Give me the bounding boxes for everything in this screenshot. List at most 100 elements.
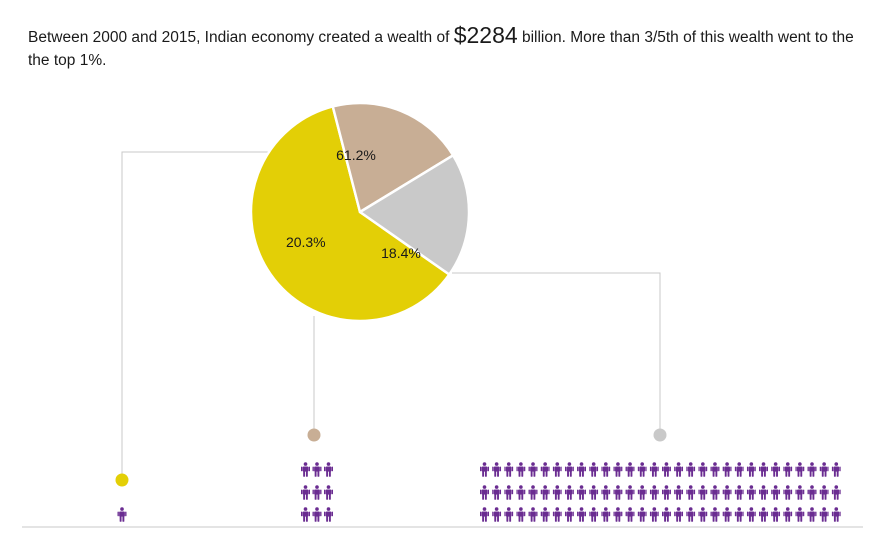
person-icon bbox=[504, 485, 514, 500]
person-icon bbox=[312, 485, 322, 500]
slice-label-2: 18.4% bbox=[381, 245, 421, 261]
group-marker-0 bbox=[115, 473, 129, 487]
person-icon bbox=[831, 462, 841, 477]
person-icon bbox=[686, 485, 696, 500]
person-icon bbox=[564, 507, 574, 522]
connector-line-2 bbox=[452, 272, 661, 429]
person-icon bbox=[504, 462, 514, 477]
person-icon bbox=[301, 507, 310, 522]
person-icon bbox=[831, 485, 841, 500]
person-icon bbox=[661, 485, 671, 500]
person-icon bbox=[771, 485, 781, 500]
person-icon bbox=[552, 462, 562, 477]
people-group-2 bbox=[480, 462, 841, 522]
people-group-0 bbox=[117, 507, 127, 522]
person-icon bbox=[734, 462, 744, 477]
person-icon bbox=[312, 507, 322, 522]
people-icons bbox=[117, 462, 841, 522]
person-icon bbox=[504, 507, 514, 522]
person-icon bbox=[324, 485, 333, 500]
person-icon bbox=[625, 485, 635, 500]
person-icon bbox=[698, 462, 708, 477]
person-icon bbox=[117, 507, 127, 522]
person-icon bbox=[819, 462, 829, 477]
person-icon bbox=[301, 485, 310, 500]
person-icon bbox=[807, 507, 817, 522]
person-icon bbox=[758, 462, 768, 477]
person-icon bbox=[661, 507, 671, 522]
person-icon bbox=[589, 462, 599, 477]
person-icon bbox=[674, 485, 684, 500]
person-icon bbox=[613, 485, 623, 500]
person-icon bbox=[686, 507, 696, 522]
group-marker-2 bbox=[653, 428, 667, 442]
person-icon bbox=[674, 462, 684, 477]
slice-label-0: 61.2% bbox=[336, 147, 376, 163]
person-icon bbox=[686, 462, 696, 477]
person-icon bbox=[807, 462, 817, 477]
person-icon bbox=[625, 507, 635, 522]
person-icon bbox=[746, 462, 756, 477]
person-icon bbox=[324, 507, 333, 522]
person-icon bbox=[795, 485, 805, 500]
slice-labels: 61.2% 20.3% 18.4% bbox=[286, 147, 421, 261]
person-icon bbox=[649, 462, 659, 477]
people-group-1 bbox=[301, 462, 333, 522]
person-icon bbox=[480, 507, 489, 522]
person-icon bbox=[722, 507, 732, 522]
person-icon bbox=[783, 462, 793, 477]
person-icon bbox=[698, 485, 708, 500]
person-icon bbox=[758, 485, 768, 500]
person-icon bbox=[480, 462, 489, 477]
person-icon bbox=[577, 462, 587, 477]
person-icon bbox=[552, 485, 562, 500]
person-icon bbox=[480, 485, 489, 500]
person-icon bbox=[649, 485, 659, 500]
person-icon bbox=[819, 507, 829, 522]
person-icon bbox=[492, 507, 502, 522]
slice-label-1: 20.3% bbox=[286, 234, 326, 250]
person-icon bbox=[722, 462, 732, 477]
person-icon bbox=[795, 507, 805, 522]
person-icon bbox=[564, 462, 574, 477]
person-icon bbox=[698, 507, 708, 522]
person-icon bbox=[783, 507, 793, 522]
connector-lines bbox=[121, 151, 661, 474]
person-icon bbox=[625, 462, 635, 477]
person-icon bbox=[589, 507, 599, 522]
person-icon bbox=[637, 462, 647, 477]
person-icon bbox=[710, 485, 720, 500]
person-icon bbox=[312, 462, 322, 477]
person-icon bbox=[601, 507, 611, 522]
person-icon bbox=[577, 507, 587, 522]
person-icon bbox=[492, 485, 502, 500]
person-icon bbox=[528, 485, 538, 500]
person-icon bbox=[601, 462, 611, 477]
person-icon bbox=[771, 462, 781, 477]
person-icon bbox=[613, 507, 623, 522]
person-icon bbox=[301, 462, 310, 477]
person-icon bbox=[758, 507, 768, 522]
person-icon bbox=[637, 485, 647, 500]
person-icon bbox=[795, 462, 805, 477]
headline: Between 2000 and 2015, Indian economy cr… bbox=[28, 24, 868, 72]
person-icon bbox=[831, 507, 841, 522]
person-icon bbox=[540, 485, 550, 500]
person-icon bbox=[528, 462, 538, 477]
person-icon bbox=[577, 485, 587, 500]
person-icon bbox=[601, 485, 611, 500]
person-icon bbox=[637, 507, 647, 522]
pie-slice-1 bbox=[331, 101, 455, 214]
person-icon bbox=[516, 507, 526, 522]
person-icon bbox=[552, 507, 562, 522]
group-markers bbox=[115, 428, 667, 487]
person-icon bbox=[746, 507, 756, 522]
person-icon bbox=[734, 485, 744, 500]
person-icon bbox=[819, 485, 829, 500]
person-icon bbox=[516, 485, 526, 500]
person-icon bbox=[710, 462, 720, 477]
person-icon bbox=[613, 462, 623, 477]
person-icon bbox=[324, 462, 333, 477]
person-icon bbox=[710, 507, 720, 522]
